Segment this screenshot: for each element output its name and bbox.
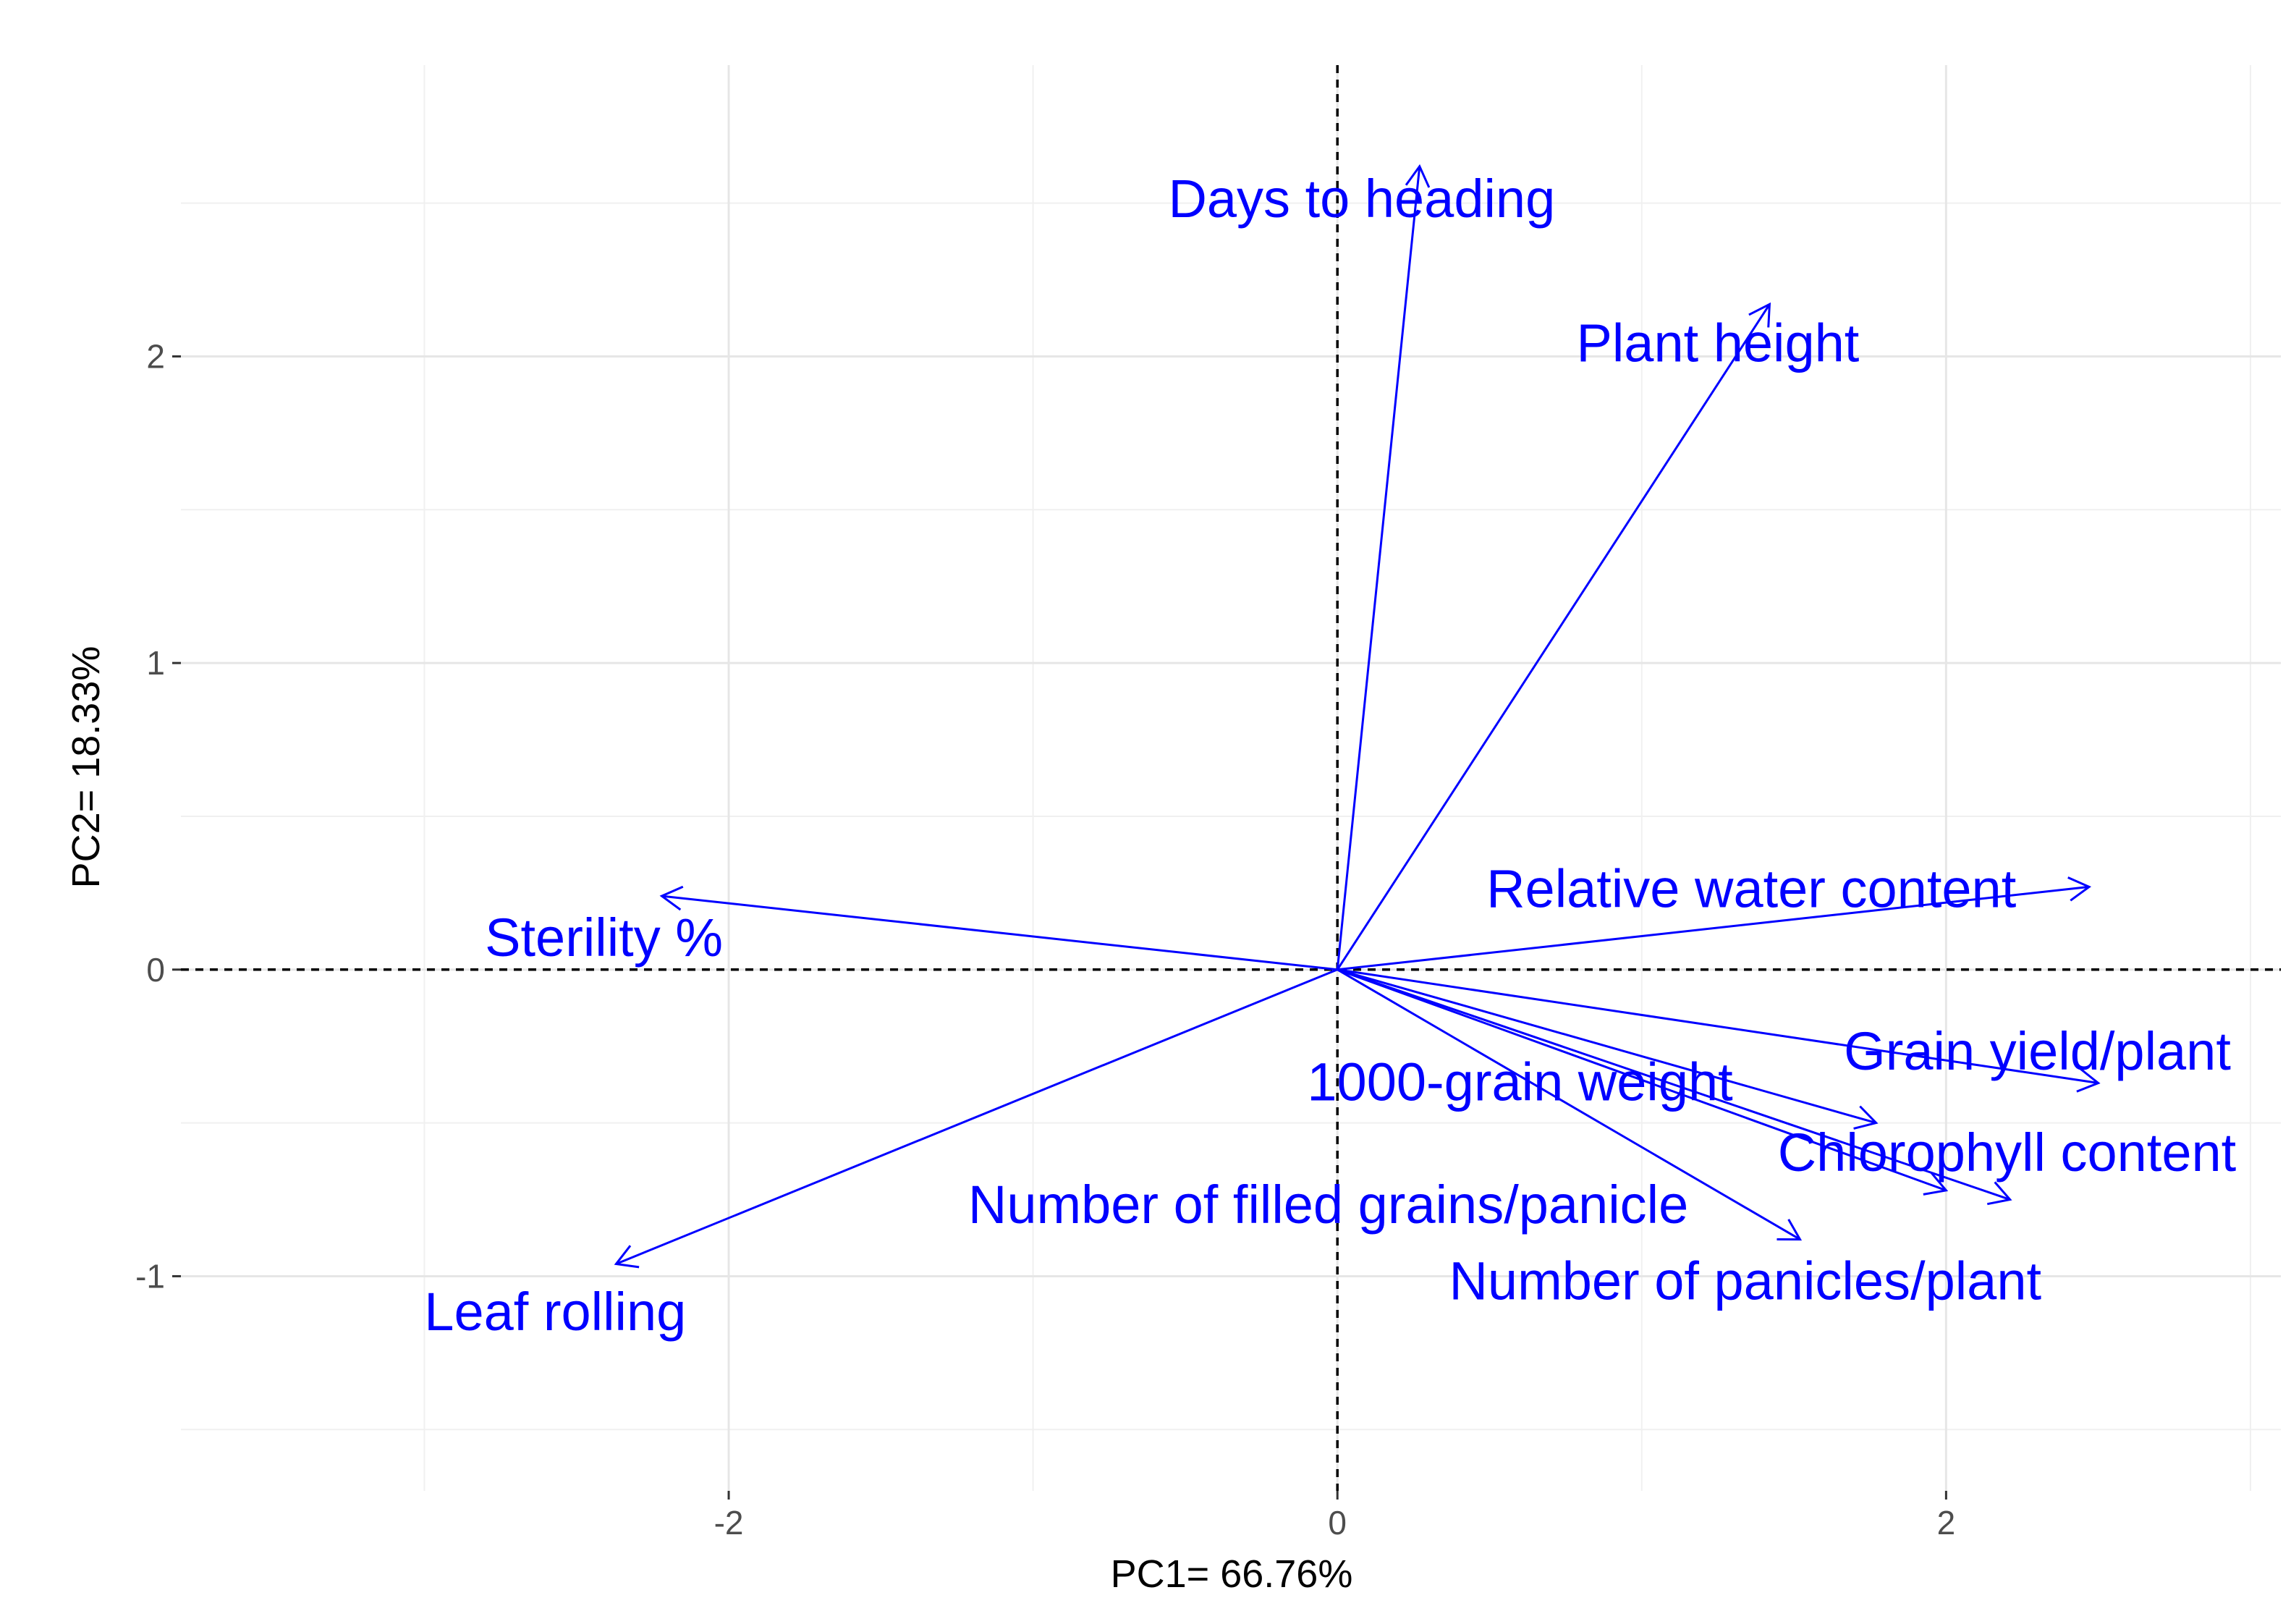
arrowhead bbox=[1853, 1105, 1879, 1130]
arrowhead bbox=[2067, 876, 2092, 902]
y-axis-title: PC2= 18.33% bbox=[64, 646, 108, 889]
loading-arrow bbox=[661, 895, 1338, 971]
variable-label: Days to heading bbox=[1168, 169, 1555, 229]
loading-arrow bbox=[1336, 303, 1771, 970]
variable-labels: Days to heading Plant height Relative wate… bbox=[424, 169, 2236, 1342]
arrowhead bbox=[2076, 1067, 2101, 1093]
arrowhead bbox=[1777, 1219, 1803, 1241]
variable-label: Relative water content bbox=[1486, 858, 2017, 918]
x-tick-label: 0 bbox=[1328, 1504, 1347, 1541]
variable-label: Number of panicles/plant bbox=[1449, 1251, 2041, 1311]
variable-label: Grain yield/plant bbox=[1844, 1021, 2231, 1081]
variable-label: Chlorophyll content bbox=[1778, 1122, 2237, 1183]
loading-arrow bbox=[1337, 968, 2011, 1201]
axes: -2 0 2 -1 0 1 2 bbox=[135, 337, 1955, 1541]
variable-label: Sterility % bbox=[485, 908, 723, 968]
y-tick-label: 2 bbox=[146, 337, 165, 375]
reference-lines bbox=[181, 65, 2281, 1491]
arrowhead bbox=[1748, 302, 1771, 328]
variable-label: 1000-grain weight bbox=[1307, 1052, 1733, 1112]
loading-arrow bbox=[615, 968, 1338, 1265]
variable-label: Number of filled grains/panicle bbox=[968, 1175, 1688, 1235]
loading-arrow bbox=[1337, 968, 1947, 1192]
x-tick-label: -2 bbox=[714, 1504, 744, 1541]
variable-label: Plant height bbox=[1576, 313, 1859, 373]
arrowhead bbox=[1986, 1181, 2012, 1206]
y-tick-label: 1 bbox=[146, 644, 165, 682]
x-tick-label: 2 bbox=[1937, 1504, 1956, 1541]
arrowhead bbox=[1923, 1172, 1949, 1196]
arrowhead bbox=[614, 1245, 640, 1269]
x-axis-title: PC1= 66.76% bbox=[1111, 1552, 1353, 1596]
loading-arrow bbox=[1336, 166, 1421, 970]
minor-gridlines bbox=[181, 65, 2281, 1491]
loading-arrow bbox=[1337, 885, 2090, 971]
loading-arrow bbox=[1337, 968, 2099, 1085]
arrowhead bbox=[1405, 164, 1431, 188]
variable-label: Leaf rolling bbox=[424, 1282, 686, 1342]
y-tick-label: -1 bbox=[135, 1257, 165, 1295]
arrowhead bbox=[659, 885, 684, 911]
loading-arrows bbox=[614, 164, 2101, 1269]
loading-arrow bbox=[1337, 968, 1877, 1125]
loading-arrow bbox=[1337, 968, 1801, 1240]
y-tick-label: 0 bbox=[146, 951, 165, 989]
